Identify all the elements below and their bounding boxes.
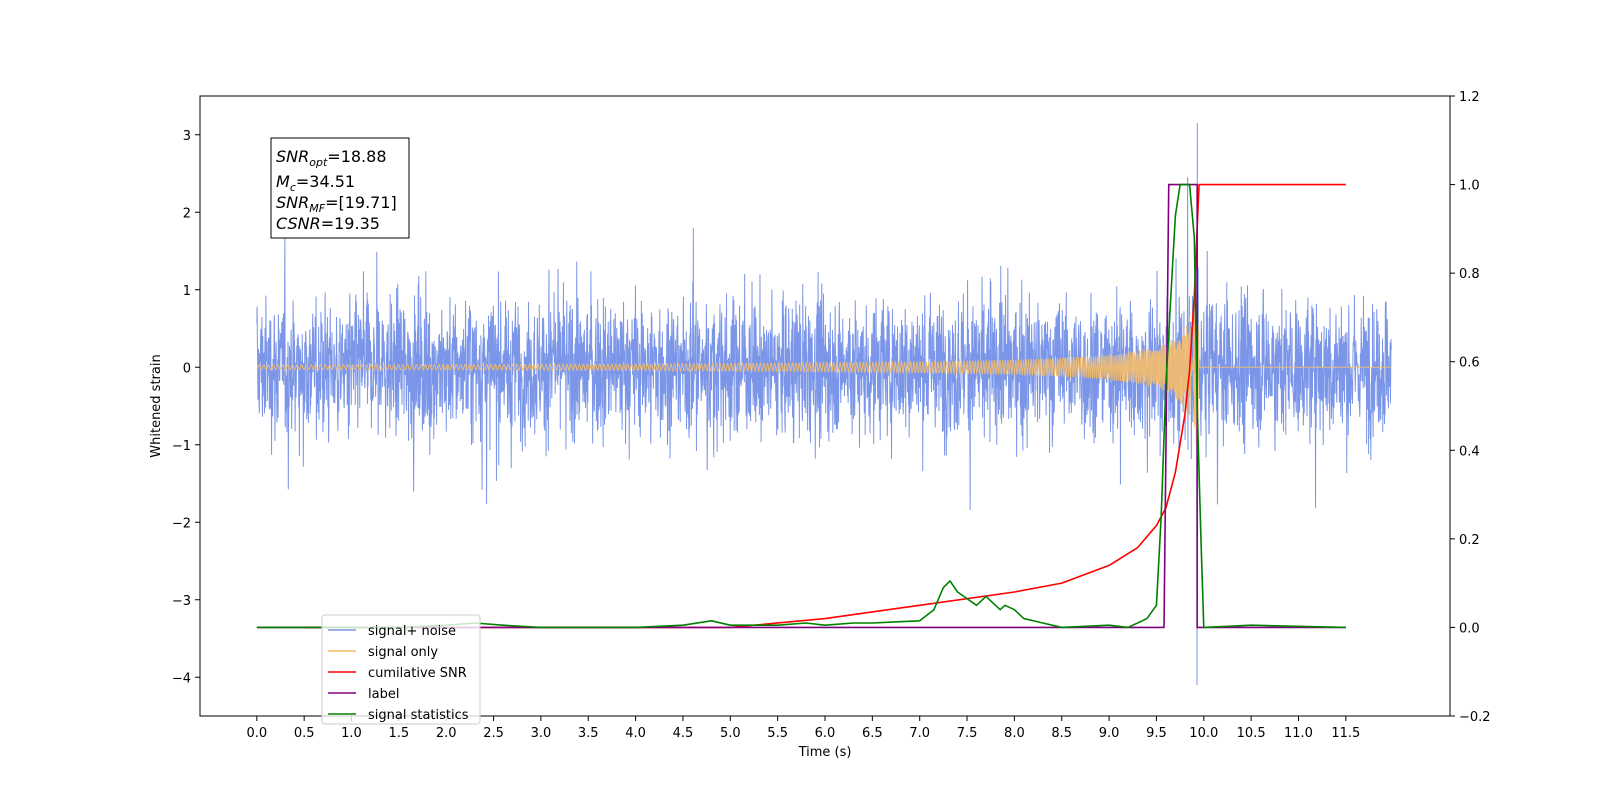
y-tick-label: −4: [172, 671, 191, 686]
series-signal-only: [256, 282, 1392, 444]
x-axis-label: Time (s): [798, 745, 852, 760]
snr-annotation-box: SNRopt=18.88 Mc=34.51 SNRMF=[19.71] CSNR…: [270, 137, 410, 239]
x-tick-label: 6.0: [815, 726, 836, 741]
x-tick-label: 2.0: [436, 726, 457, 741]
y-tick-label: 3: [183, 129, 191, 144]
legend-label: cumilative SNR: [368, 666, 467, 681]
x-tick-label: 5.0: [720, 726, 741, 741]
y-axis-left: 3 2 1 0 −1 −2 −3 −4: [172, 129, 200, 686]
y2-tick-label: 0.2: [1459, 533, 1480, 548]
x-tick-label: 6.5: [862, 726, 883, 741]
x-tick-label: 10.0: [1189, 726, 1218, 741]
legend-label: label: [368, 687, 399, 702]
x-tick-label: 3.0: [531, 726, 552, 741]
annotation-mc: Mc=34.51: [276, 172, 355, 194]
y-tick-label: −3: [172, 594, 191, 609]
x-tick-label: 4.5: [673, 726, 694, 741]
x-tick-label: 4.0: [625, 726, 646, 741]
y2-tick-label: 0.4: [1459, 444, 1480, 459]
y-axis-right: 1.2 1.0 0.8 0.6 0.4 0.2 0.0 −0.2: [1450, 90, 1491, 725]
y-axis-label: Whitened strain: [149, 354, 164, 457]
x-tick-label: 11.5: [1331, 726, 1360, 741]
annotation-snr-opt: SNRopt=18.88: [276, 147, 387, 169]
x-tick-label: 3.5: [578, 726, 599, 741]
x-tick-label: 0.0: [246, 726, 267, 741]
x-tick-label: 7.5: [957, 726, 978, 741]
annotation-csnr: CSNR=19.35: [276, 214, 380, 233]
y-tick-label: 1: [183, 284, 191, 299]
series-cumulative-snr: [304, 183, 1346, 629]
x-axis: 0.0 0.5 1.0 1.5 2.0 2.5 3.0 3.5 4.0 4.5 5.0 5.5 6.0 6…: [246, 716, 1360, 741]
y2-tick-label: 0.8: [1459, 267, 1480, 282]
legend: signal+ noise signal only cumilative SNR la…: [321, 614, 481, 725]
y2-tick-label: 0.0: [1459, 621, 1480, 636]
x-tick-label: 0.5: [294, 726, 315, 741]
x-tick-label: 1.0: [341, 726, 362, 741]
x-tick-label: 9.0: [1099, 726, 1120, 741]
series-layer: [256, 123, 1392, 686]
x-tick-label: 7.0: [909, 726, 930, 741]
legend-frame: [321, 614, 481, 725]
series-signal-statistics: [256, 183, 1346, 629]
series-signal-plus-noise: [256, 123, 1392, 686]
y-tick-label: −2: [172, 516, 191, 531]
x-tick-label: 2.5: [483, 726, 504, 741]
y2-tick-label: 0.6: [1459, 356, 1480, 371]
y2-tick-label: 1.0: [1459, 179, 1480, 194]
y-tick-label: 2: [183, 206, 191, 221]
x-tick-label: 8.5: [1051, 726, 1072, 741]
x-tick-label: 11.0: [1284, 726, 1313, 741]
y2-tick-label: −0.2: [1459, 710, 1491, 725]
x-tick-label: 9.5: [1146, 726, 1167, 741]
y-tick-label: −1: [172, 439, 191, 454]
x-tick-label: 5.5: [767, 726, 788, 741]
x-tick-label: 10.5: [1237, 726, 1266, 741]
x-tick-label: 1.5: [389, 726, 410, 741]
x-tick-label: 8.0: [1004, 726, 1025, 741]
legend-label: signal+ noise: [368, 624, 456, 639]
annotation-snr-mf: SNRMF=[19.71]: [276, 193, 397, 215]
y-tick-label: 0: [183, 361, 191, 376]
y2-tick-label: 1.2: [1459, 90, 1480, 105]
legend-label: signal statistics: [368, 708, 469, 723]
legend-label: signal only: [368, 645, 438, 660]
annotation-frame: [270, 137, 410, 239]
